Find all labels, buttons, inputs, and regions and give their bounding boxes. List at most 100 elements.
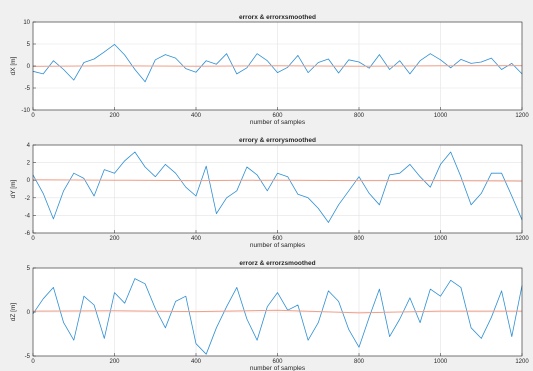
series-raw-point <box>53 287 54 288</box>
series-smoothed-point <box>195 65 197 67</box>
series-raw-point <box>63 69 64 70</box>
y-tick-label: 4 <box>27 143 31 149</box>
series-raw-point <box>470 63 472 64</box>
series-raw-point <box>256 53 258 54</box>
series-raw-point <box>328 290 329 292</box>
series-raw-point <box>501 69 502 70</box>
x-tick-label: 1000 <box>434 113 448 119</box>
series-smoothed-point <box>277 309 278 311</box>
series-raw-point <box>409 297 411 299</box>
y-axis-label: dX [m] <box>10 56 17 75</box>
x-tick-label: 1200 <box>515 236 529 242</box>
series-raw-point <box>318 208 319 209</box>
series-raw-point <box>277 292 278 293</box>
series-raw-point <box>277 172 278 174</box>
series-smoothed-point <box>358 65 360 67</box>
series-raw-point <box>460 59 462 60</box>
series-smoothed-point <box>195 311 197 312</box>
series-smoothed-point <box>195 180 197 181</box>
series-raw-point <box>155 176 156 177</box>
series-raw-point <box>226 197 227 199</box>
series-raw-point <box>93 304 95 306</box>
series-raw-point <box>430 53 431 54</box>
series-raw-point <box>267 306 268 307</box>
y-tick-label: 10 <box>23 20 30 26</box>
series-raw-point <box>246 318 248 320</box>
series-raw-point <box>134 151 136 153</box>
x-tick-label: 400 <box>191 236 202 242</box>
series-raw-point <box>409 164 411 165</box>
series-raw-point <box>307 339 309 341</box>
series-raw-point <box>328 58 329 60</box>
series-raw-point <box>379 204 380 206</box>
series-raw-point <box>491 57 492 59</box>
series-raw-point <box>256 174 258 176</box>
series-raw-point <box>277 72 278 73</box>
series-raw-point <box>236 287 237 288</box>
x-tick-label: 800 <box>354 359 365 365</box>
series-raw-point <box>175 57 176 59</box>
series-smoothed-point <box>358 180 360 181</box>
series-raw-point <box>267 190 268 192</box>
series-raw-point <box>124 54 125 56</box>
x-tick-label: 600 <box>272 236 283 242</box>
series-raw-point <box>53 60 54 61</box>
series-raw-point <box>368 67 370 69</box>
series-smoothed-point <box>277 65 278 67</box>
x-tick-label: 1200 <box>515 359 529 365</box>
x-tick-label: 1000 <box>434 236 448 242</box>
series-smoothed-point <box>358 312 360 314</box>
series-raw-point <box>511 336 513 337</box>
series-raw-point <box>114 292 115 293</box>
series-raw-point <box>256 339 258 341</box>
series-smoothed-point <box>114 310 115 311</box>
series-raw-point <box>460 287 462 288</box>
series-raw-point <box>511 195 513 197</box>
x-tick-label: 0 <box>31 236 35 242</box>
series-smoothed-point <box>440 65 441 67</box>
series-raw-point <box>450 67 451 69</box>
series-smoothed-point <box>114 179 115 181</box>
series-raw-point <box>297 194 299 195</box>
series-raw-point <box>73 79 74 81</box>
series-raw-point <box>124 160 125 162</box>
series-raw-point <box>63 190 64 192</box>
x-tick-label: 600 <box>272 359 283 365</box>
series-raw-point <box>328 222 329 223</box>
series-raw-point <box>104 169 105 170</box>
series-raw-point <box>287 176 288 177</box>
series-raw-point <box>175 172 176 174</box>
series-raw-point <box>399 60 400 61</box>
series-raw-point <box>481 61 482 63</box>
series-raw-point <box>216 63 217 65</box>
series-raw-point <box>124 302 125 304</box>
series-raw-point <box>42 73 44 75</box>
series-raw-point <box>399 318 400 320</box>
series-raw-point <box>440 295 441 297</box>
series-raw-point <box>419 322 421 323</box>
series-raw-point <box>226 306 227 307</box>
x-tick-label: 0 <box>31 113 35 119</box>
series-raw-point <box>307 197 309 199</box>
series-raw-point <box>440 59 441 61</box>
series-raw-point <box>236 190 237 192</box>
series-raw-point <box>491 172 492 174</box>
series-raw-point <box>53 218 54 220</box>
series-raw-point <box>287 67 288 68</box>
series-raw-point <box>470 204 472 206</box>
x-axis-label: number of samples <box>250 242 306 249</box>
y-tick-label: 0 <box>27 178 31 184</box>
series-raw-point <box>246 67 248 69</box>
x-axis-label: number of samples <box>250 365 306 371</box>
y-tick-label: -4 <box>25 213 31 219</box>
x-tick-label: 200 <box>109 113 120 119</box>
y-tick-label: -5 <box>25 354 31 360</box>
y-axis-label: dY [m] <box>10 179 17 198</box>
series-raw-point <box>165 327 166 329</box>
x-tick-label: 800 <box>354 236 365 242</box>
series-raw-point <box>104 338 105 339</box>
series-raw-point <box>42 193 44 194</box>
series-raw-point <box>470 327 472 329</box>
